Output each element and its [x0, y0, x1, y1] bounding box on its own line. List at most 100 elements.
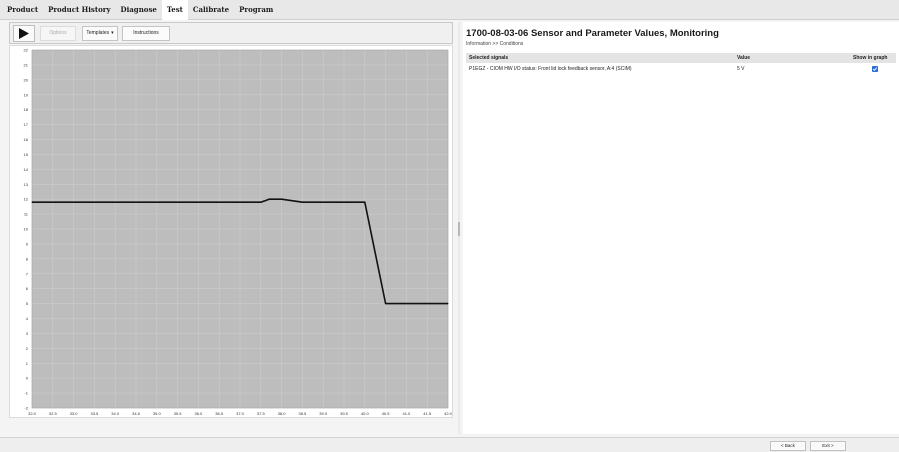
y-tick-label: 10 [24, 227, 29, 232]
data-point [239, 201, 241, 203]
data-point [301, 201, 303, 203]
data-point [322, 201, 324, 203]
series-line [32, 198, 448, 305]
y-tick-label: 21 [24, 62, 29, 67]
x-tick-label: 35.5 [174, 411, 183, 416]
plot-border [31, 49, 449, 409]
x-tick-label: 42.0 [444, 411, 452, 416]
x-tick-label: 41.0 [403, 411, 412, 416]
x-tick-label: 35.0 [153, 411, 162, 416]
y-tick-label: 1 [26, 361, 29, 366]
y-tick-label: -2 [24, 406, 28, 411]
y-tick-label: 16 [24, 137, 29, 142]
options-button[interactable]: Options [40, 26, 76, 41]
x-tick-label: 33.0 [70, 411, 79, 416]
instructions-button[interactable]: Instructions [122, 26, 170, 41]
menu-diagnose[interactable]: Diagnose [120, 4, 157, 14]
y-tick-label: 4 [26, 316, 29, 321]
exit-button[interactable]: Exit > [810, 441, 846, 451]
y-tick-label: 3 [26, 331, 29, 336]
data-point [93, 201, 95, 203]
y-tick-label: 22 [24, 48, 29, 53]
menu-product[interactable]: Product [7, 4, 39, 14]
data-point [364, 201, 366, 203]
x-tick-label: 41.5 [423, 411, 432, 416]
x-tick-label: 40.5 [382, 411, 391, 416]
x-tick-label: 36.0 [195, 411, 204, 416]
x-tick-label: 33.5 [91, 411, 100, 416]
data-point [197, 201, 199, 203]
y-tick-label: 12 [24, 197, 29, 202]
y-tick-label: 0 [26, 376, 29, 381]
data-point [426, 303, 428, 305]
y-tick-label: 19 [24, 92, 29, 97]
data-point [156, 201, 158, 203]
play-button[interactable] [13, 25, 35, 42]
graph-toolbar: Options Templates ▾ Instructions [9, 22, 453, 44]
data-point [31, 201, 33, 203]
column-show-in-graph[interactable]: Show in graph [853, 55, 888, 61]
y-tick-label: 20 [24, 77, 29, 82]
y-tick-label: 13 [24, 182, 29, 187]
data-point [405, 303, 407, 305]
x-tick-label: 38.0 [278, 411, 287, 416]
x-tick-label: 34.0 [111, 411, 120, 416]
show-in-graph-checkbox[interactable] [872, 66, 878, 72]
menu-program[interactable]: Program [239, 4, 274, 14]
signal-value: 5 V [737, 66, 745, 72]
main-menu: Product Product History Diagnose Test Ca… [0, 0, 899, 20]
templates-dropdown[interactable]: Templates ▾ [82, 26, 118, 41]
y-tick-label: 8 [26, 256, 29, 261]
templates-label: Templates [86, 30, 110, 36]
y-tick-label: 7 [26, 271, 29, 276]
x-tick-label: 39.0 [319, 411, 328, 416]
breadcrumb[interactable]: Information >> Conditions [466, 41, 524, 47]
signal-name: P1EGZ - CIOM HW I/O status: Front lid lo… [469, 66, 632, 72]
bottom-bar: < Back Exit > [0, 437, 899, 452]
data-point [218, 201, 220, 203]
y-tick-label: 14 [24, 167, 29, 172]
data-point [268, 198, 270, 200]
play-icon [19, 28, 29, 39]
table-row[interactable]: P1EGZ - CIOM HW I/O status: Front lid lo… [466, 64, 896, 74]
signal-graph: 22 21 20 19 18 17 16 15 14 13 12 11 10 9 8 7 6 5 4 3 2 1 0 -1 -2… [9, 45, 454, 452]
data-point [343, 201, 345, 203]
checkmark-icon [872, 67, 878, 71]
column-value[interactable]: Value [737, 55, 751, 61]
x-tick-label: 38.5 [299, 411, 308, 416]
y-tick-label: 2 [26, 346, 29, 351]
page-title: 1700-08-03-06 Sensor and Parameter Value… [466, 28, 719, 39]
data-point [114, 201, 116, 203]
x-tick-label: 39.5 [340, 411, 349, 416]
menu-product-history[interactable]: Product History [48, 4, 111, 14]
graph-panel: Options Templates ▾ Instructions 22 21 20 19… [9, 22, 454, 452]
signal-panel: 1700-08-03-06 Sensor and Parameter Value… [463, 22, 899, 434]
signals-table-header: Selected signals Value Show in graph [466, 53, 896, 63]
data-point [385, 303, 387, 305]
data-point [260, 201, 262, 203]
column-selected-signals[interactable]: Selected signals [469, 55, 509, 61]
y-tick-label: 11 [24, 212, 29, 217]
chevron-down-icon: ▾ [111, 30, 114, 36]
x-tick-label: 40.0 [361, 411, 370, 416]
back-button[interactable]: < Back [770, 441, 806, 451]
x-tick-label: 32.0 [28, 411, 37, 416]
y-tick-label: 9 [26, 241, 29, 246]
data-point [281, 198, 283, 200]
y-tick-label: 18 [24, 107, 29, 112]
menu-test[interactable]: Test [161, 0, 188, 20]
x-tick-label: 36.5 [215, 411, 224, 416]
x-tick-label: 37.5 [257, 411, 266, 416]
data-point [447, 303, 449, 305]
y-tick-label: 15 [24, 152, 29, 157]
y-tick-label: 5 [26, 301, 29, 306]
splitter-grip[interactable] [458, 222, 460, 236]
x-tick-label: 32.5 [49, 411, 58, 416]
y-tick-label: -1 [24, 391, 28, 396]
y-tick-label: 6 [26, 286, 29, 291]
line-chart: 222120191817161514131211109876543210-1-2… [24, 48, 452, 417]
y-tick-label: 17 [24, 122, 29, 127]
x-tick-label: 34.5 [132, 411, 141, 416]
menu-calibrate[interactable]: Calibrate [192, 4, 230, 14]
x-tick-label: 37.0 [236, 411, 245, 416]
